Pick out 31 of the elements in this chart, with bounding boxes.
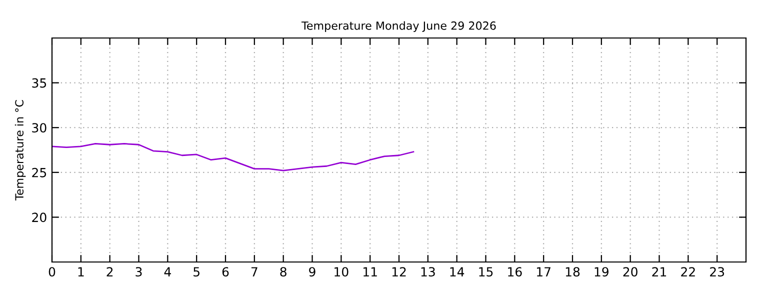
- y-tick-label: 20: [32, 212, 46, 222]
- y-axis-title: Temperature in °C: [14, 100, 26, 200]
- x-tick-label: 13: [421, 267, 435, 277]
- x-tick-label: 10: [334, 267, 348, 277]
- x-tick-label: 3: [136, 267, 142, 277]
- x-tick-label: 22: [681, 267, 695, 276]
- x-tick-label: 16: [508, 267, 522, 277]
- x-tick-label: 0: [48, 267, 56, 277]
- chart-title: Temperature Monday June 29 2026: [301, 21, 496, 32]
- x-tick-label: 8: [280, 267, 286, 277]
- x-tick-label: 14: [450, 267, 464, 276]
- x-tick-label: 5: [194, 267, 200, 277]
- x-tick-label: 1: [78, 267, 84, 276]
- x-tick-label: 12: [392, 267, 406, 276]
- x-tick-label: 6: [222, 267, 229, 277]
- x-tick-label: 23: [710, 267, 724, 277]
- x-tick-label: 4: [164, 267, 171, 276]
- x-tick-label: 11: [364, 267, 377, 276]
- y-tick-label: 30: [32, 123, 46, 133]
- x-tick-label: 2: [106, 267, 113, 276]
- line-series: [52, 143, 414, 172]
- y-tick-label: 35: [32, 78, 46, 88]
- x-tick-label: 21: [652, 267, 666, 276]
- y-tick-label: 25: [32, 168, 46, 178]
- x-tick-label: 18: [566, 267, 580, 277]
- x-tick-label: 20: [623, 267, 638, 277]
- x-tick-label: 9: [309, 267, 316, 277]
- x-tick-label: 15: [479, 267, 493, 277]
- x-tick-label: 17: [537, 267, 550, 276]
- x-tick-label: 19: [594, 267, 608, 277]
- x-tick-label: 7: [251, 267, 258, 276]
